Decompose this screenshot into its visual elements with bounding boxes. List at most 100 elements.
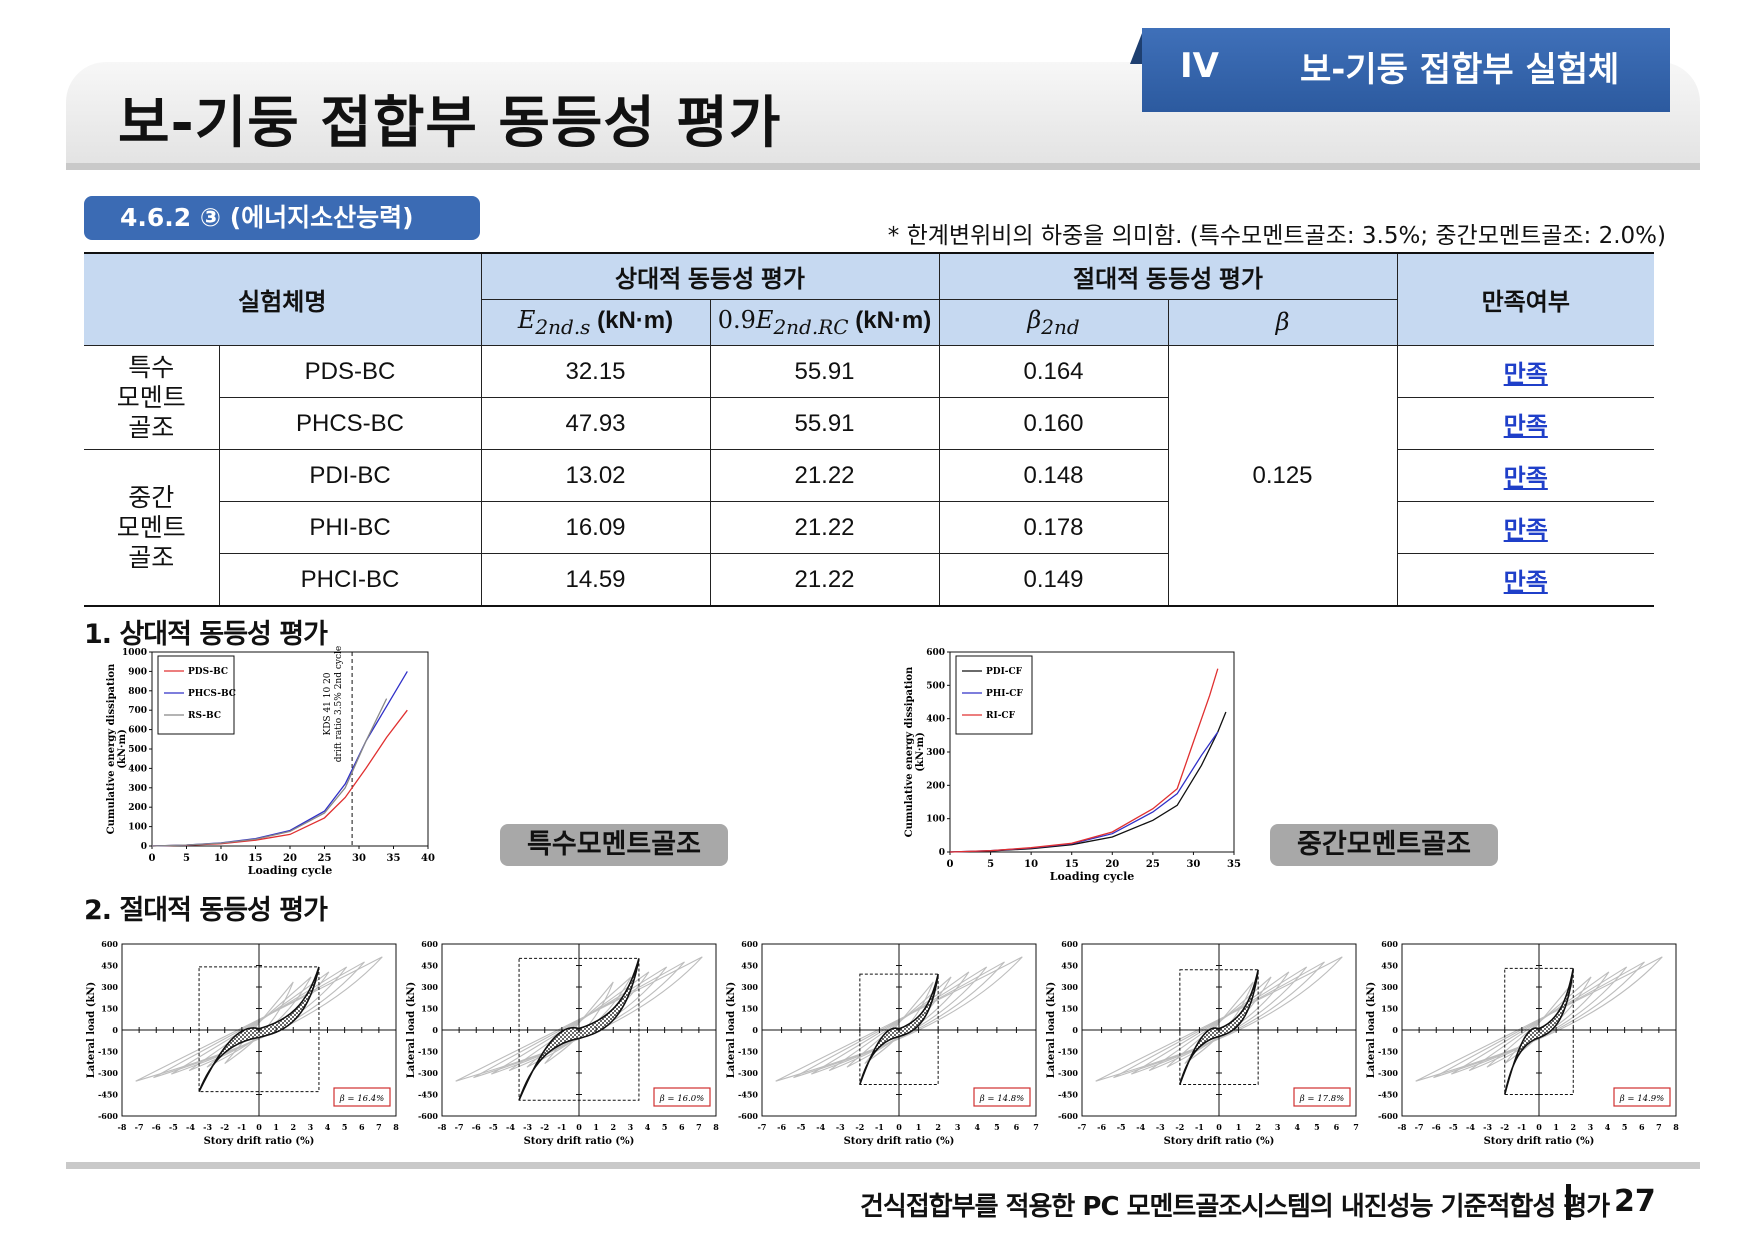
satisfy-link[interactable]: 만족: [1503, 517, 1548, 544]
x-axis-label: Story drift ratio (%): [524, 1136, 635, 1147]
y-tick-label: 600: [1061, 939, 1078, 949]
y-tick-label: 100: [128, 823, 147, 833]
e2nds-value: 47.93: [480, 397, 711, 450]
specimen-name: PDI-BC: [218, 449, 482, 502]
x-tick-label: 2: [610, 1122, 616, 1132]
x-tick-label: 4: [1605, 1122, 1611, 1132]
x-tick-label: 1: [916, 1122, 922, 1132]
hysteresis-chart: -8 -7 -6 -5 -4 -3 -2 -1 0 1 2 3 4 5 6 7 8 -600 -450 -300 -15…: [86, 939, 399, 1147]
e2nds-value: 32.15: [480, 345, 711, 398]
satisfy-link[interactable]: 만족: [1503, 569, 1548, 596]
x-tick-label: 1: [1553, 1122, 1559, 1132]
x-tick-label: 6: [1639, 1122, 1645, 1132]
y-tick-label: 300: [128, 784, 147, 794]
x-tick-label: -3: [1483, 1122, 1492, 1132]
x-tick-label: 7: [1353, 1122, 1359, 1132]
legend-label: RI-CF: [986, 711, 1016, 721]
x-tick-label: 1: [1236, 1122, 1242, 1132]
energy-loop: [1179, 969, 1259, 1085]
y-tick-label: -600: [1058, 1111, 1078, 1121]
satisfy-link[interactable]: 만족: [1503, 413, 1548, 440]
y-axis-label: Lateral load (kN): [86, 982, 97, 1078]
x-tick-label: 5: [662, 1122, 668, 1132]
x-tick-label: 3: [1275, 1122, 1281, 1132]
x-tick-label: 5: [994, 1122, 1000, 1132]
satisfy-link[interactable]: 만족: [1503, 361, 1548, 388]
x-tick-label: 0: [149, 853, 156, 864]
x-tick-label: 5: [342, 1122, 348, 1132]
group-special: 특수 모멘트 골조: [84, 345, 220, 450]
y-tick-label: 150: [1061, 1004, 1078, 1014]
beta-label: β = 17.8%: [1299, 1094, 1344, 1104]
x-tick-label: -7: [1078, 1122, 1087, 1132]
y-tick-label: -150: [1378, 1047, 1398, 1057]
x-tick-label: 0: [947, 859, 954, 870]
x-tick-label: 2: [1570, 1122, 1576, 1132]
x-tick-label: -6: [777, 1122, 786, 1132]
y-tick-label: -450: [98, 1090, 118, 1100]
header-09e2ndrc: 0.9E2nd.RC (kN·m): [709, 299, 940, 346]
x-tick-label: 5: [1622, 1122, 1628, 1132]
x-tick-label: -7: [135, 1122, 144, 1132]
x-tick-label: -5: [1449, 1122, 1458, 1132]
e2nds-symbol: E: [517, 306, 536, 335]
header-absolute: 절대적 동등성 평가: [938, 252, 1398, 300]
beta2nd-value: 0.160: [938, 397, 1169, 450]
y-tick-label: 400: [128, 764, 147, 774]
footer-divider: [66, 1162, 1700, 1169]
e2nds-value: 16.09: [480, 501, 711, 554]
beta-label: β = 16.4%: [339, 1094, 384, 1104]
x-tick-label: 6: [1014, 1122, 1020, 1132]
group-intermediate-line: 모멘트: [116, 513, 186, 542]
x-tick-label: -3: [523, 1122, 532, 1132]
y-tick-label: -300: [418, 1068, 438, 1078]
beta-label-box: [1293, 1087, 1351, 1107]
beta2nd-value: 0.164: [938, 345, 1169, 398]
x-tick-label: 40: [421, 853, 435, 864]
footer-separator: [1566, 1184, 1571, 1220]
x-tick-label: -8: [438, 1122, 447, 1132]
y-tick-label: 0: [112, 1025, 118, 1035]
x-tick-label: 0: [1536, 1122, 1542, 1132]
y-tick-label: 0: [939, 848, 945, 858]
hysteresis-chart: -7 -6 -5 -4 -3 -2 -1 0 1 2 3 4 5 6 7 -600 -450 -300 -150 0 1…: [1046, 939, 1359, 1147]
y-tick-label: 600: [1381, 939, 1398, 949]
limit-box: [198, 966, 320, 1093]
y-tick-label: 600: [926, 648, 945, 658]
y-axis-label-unit: (kN·m): [117, 729, 128, 769]
y-tick-label: 700: [128, 706, 147, 716]
y-tick-label: 450: [421, 961, 438, 971]
y-tick-label: -150: [98, 1047, 118, 1057]
y-axis-label: Lateral load (kN): [726, 982, 737, 1078]
table-row: 중간 모멘트 골조 PDI-BC 13.02 21.22 0.148 만족: [84, 449, 1654, 607]
y-tick-label: -300: [1378, 1068, 1398, 1078]
hysteresis-loop: [1166, 976, 1272, 1068]
y-tick-label: -450: [738, 1090, 758, 1100]
x-tick-label: -7: [1415, 1122, 1424, 1132]
hysteresis-loop: [171, 966, 348, 1075]
y-tick-label: 900: [128, 667, 147, 677]
x-tick-label: 6: [1334, 1122, 1340, 1132]
x-tick-label: 4: [974, 1122, 980, 1132]
satisfy-link[interactable]: 만족: [1503, 465, 1548, 492]
e2nds-subscript: 2nd.s: [535, 314, 591, 339]
x-tick-label: -8: [118, 1122, 127, 1132]
energy-chart-special: 0 5 10 15 20 25 30 35 40010020030040050060070080…: [106, 646, 435, 877]
y-tick-label: -600: [738, 1111, 758, 1121]
x-tick-label: 0: [576, 1122, 582, 1132]
e09-subscript: 2nd.RC: [773, 314, 849, 339]
chapter-badge: IV 보-기둥 접합부 실험체: [1142, 28, 1670, 112]
x-tick-label: 2: [1255, 1122, 1261, 1132]
equivalence-table: 실험체명 상대적 동등성 평가 절대적 동등성 평가 만족여부 E2nd.s (…: [84, 252, 1654, 607]
x-tick-label: 1: [593, 1122, 599, 1132]
x-tick-label: -5: [169, 1122, 178, 1132]
x-tick-label: 0: [1216, 1122, 1222, 1132]
y-tick-label: 600: [101, 939, 118, 949]
e09-symbol: E: [755, 306, 774, 335]
e2nds-unit: (kN·m): [590, 307, 674, 335]
beta-label-box: [333, 1087, 391, 1107]
beta-value: 0.125: [1167, 345, 1398, 607]
legend-box: [955, 655, 1033, 735]
x-tick-label: 2: [290, 1122, 296, 1132]
group-intermediate: 중간 모멘트 골조: [84, 449, 220, 607]
